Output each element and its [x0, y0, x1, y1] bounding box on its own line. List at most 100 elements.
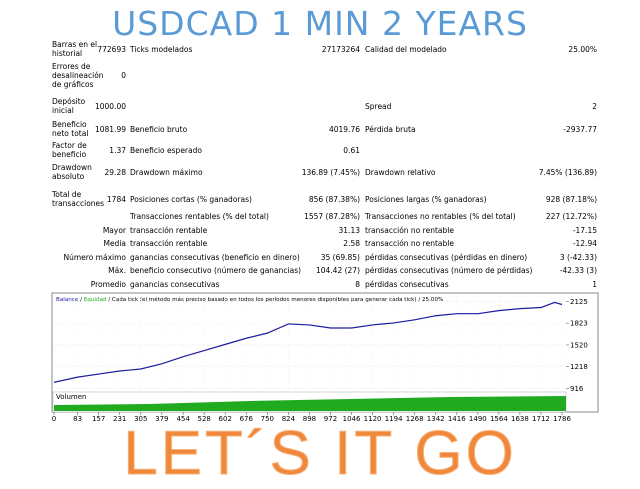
- x-tick-label: 1194: [385, 415, 403, 423]
- report-row: Número máximo ganancias consecutivas (ben…: [0, 251, 640, 263]
- x-tick-label: 379: [155, 415, 168, 423]
- x-tick-label: 676: [240, 415, 254, 423]
- report-value: Máx.: [108, 265, 126, 275]
- report-label: Drawdown relativo: [365, 167, 436, 177]
- x-tick-label: 1490: [469, 415, 487, 423]
- report-label: Beneficio neto total: [52, 120, 89, 138]
- report-label: transacción no rentable: [365, 238, 454, 248]
- y-tick-label: 1520: [570, 341, 588, 349]
- legend-item: Balance: [56, 297, 79, 303]
- x-tick-label: 824: [282, 415, 296, 423]
- report-value: 772693: [97, 44, 126, 54]
- x-tick-label: 1638: [511, 415, 529, 423]
- report-label: Depósito inicial: [52, 97, 86, 115]
- report-value: Número máximo: [63, 252, 127, 262]
- report-value: 0: [121, 70, 126, 80]
- footer: LET´S IT GO: [123, 419, 517, 489]
- report-label: Drawdown absoluto: [52, 163, 92, 181]
- report-label: Beneficio bruto: [130, 124, 188, 134]
- report-row: Factor de beneficio 1.37 Beneficio esperad…: [0, 141, 640, 159]
- x-tick-label: 972: [324, 415, 337, 423]
- report-label: Spread: [365, 101, 392, 111]
- report-label: Factor de beneficio: [52, 141, 87, 159]
- report-value: 31.13: [338, 225, 360, 235]
- volume-label: Volumen: [56, 393, 86, 401]
- x-tick-label: 157: [92, 415, 105, 423]
- report-row: Mayor transacción rentable 31.13 transacció…: [0, 224, 640, 236]
- y-tick-label: 916: [570, 385, 584, 393]
- report-value: Promedio: [90, 279, 126, 289]
- report-row: Media transacción rentable 2.58 transacción…: [0, 237, 640, 249]
- report-value: 1081.99: [94, 124, 126, 134]
- report-value: 27173264: [321, 44, 360, 54]
- x-tick-label: 305: [134, 415, 147, 423]
- report-row: Transacciones rentables (% del total) 155…: [0, 210, 640, 222]
- report-label: transacción rentable: [130, 238, 208, 248]
- report-label: pérdidas consecutivas: [365, 279, 449, 289]
- report-label: Pérdida bruta: [365, 124, 416, 134]
- x-tick-label: 454: [176, 415, 190, 423]
- x-tick-label: 898: [303, 415, 316, 423]
- report-row: Drawdown absoluto 29.28 Drawdown máximo 136…: [0, 163, 640, 181]
- report-value: Media: [103, 238, 126, 248]
- report-value: -42.33 (3): [559, 265, 597, 275]
- report-row: Máx. beneficio consecutivo (número de gan…: [0, 264, 640, 276]
- x-tick-label: 0: [52, 415, 56, 423]
- report-value: 227 (12.72%): [545, 211, 597, 221]
- legend-item: /: [78, 297, 83, 303]
- report-value: 2: [592, 101, 597, 111]
- report-label: Transacciones rentables (% del total): [130, 211, 269, 221]
- report-label: Drawdown máximo: [130, 167, 203, 177]
- title: USDCAD 1 MIN 2 YEARS: [112, 4, 528, 43]
- report-value: 856 (87.38%): [308, 194, 360, 204]
- report-value: 29.28: [104, 167, 126, 177]
- report-value: Mayor: [102, 225, 126, 235]
- x-tick-label: 1268: [406, 415, 424, 423]
- report-row: Total de transacciones 1784 Posiciones cor…: [0, 190, 640, 208]
- x-tick-label: 231: [113, 415, 126, 423]
- report-label: Ticks modelados: [130, 44, 193, 54]
- report-label: ganancias consecutivas: [130, 279, 220, 289]
- report-label: Total de transacciones: [52, 190, 105, 208]
- report-value: 4019.76: [328, 124, 360, 134]
- report-value: 1: [592, 279, 597, 289]
- report-value: 1.37: [109, 145, 126, 155]
- report-row: Beneficio neto total 1081.99 Beneficio bru…: [0, 120, 640, 138]
- x-tick-label: 528: [197, 415, 210, 423]
- report-value: 1784: [106, 194, 126, 204]
- report-row: Errores de desalineación de gráficos 0: [0, 60, 640, 90]
- report-value: 136.89 (7.45%): [301, 167, 360, 177]
- x-tick-label: 1786: [553, 415, 571, 423]
- report-value: 1557 (87.28%): [304, 211, 360, 221]
- report-value: -12.94: [572, 238, 597, 248]
- report-value: -2937.77: [563, 124, 597, 134]
- x-tick-label: 1564: [490, 415, 508, 423]
- x-tick-label: 83: [73, 415, 82, 423]
- report-label: Errores de desalineación de gráficos: [52, 61, 104, 89]
- report-value: 3 (-42.33): [559, 252, 597, 262]
- x-tick-label: 750: [261, 415, 274, 423]
- report-value: 35 (69.85): [320, 252, 360, 262]
- legend-item: / Cada tick (el método más preciso basad…: [106, 296, 443, 303]
- report-value: 104.42 (27): [315, 265, 360, 275]
- report-label: Calidad del modelado: [365, 44, 447, 54]
- report-label: Posiciones largas (% ganadoras): [365, 194, 487, 204]
- report-label: Transacciones no rentables (% del total): [365, 211, 516, 221]
- report-row: Depósito inicial 1000.00 Spread 2: [0, 97, 640, 115]
- report-label: pérdidas consecutivas (número de pérdida…: [365, 265, 533, 275]
- report-value: 0.61: [343, 145, 360, 155]
- x-tick-label: 1416: [448, 415, 466, 423]
- volume-area: [54, 396, 566, 411]
- x-tick-label: 1120: [364, 415, 382, 423]
- x-tick-label: 1046: [343, 415, 361, 423]
- report-label: transacción no rentable: [365, 225, 454, 235]
- legend-item: Equidad: [84, 297, 107, 303]
- report-value: 2.58: [343, 238, 360, 248]
- report-value: -17.15: [572, 225, 597, 235]
- report-label: transacción rentable: [130, 225, 208, 235]
- report-row: Barras en el historial 772693 Ticks modela…: [0, 40, 640, 58]
- y-tick-label: 1823: [570, 320, 588, 328]
- report-value: 8: [355, 279, 360, 289]
